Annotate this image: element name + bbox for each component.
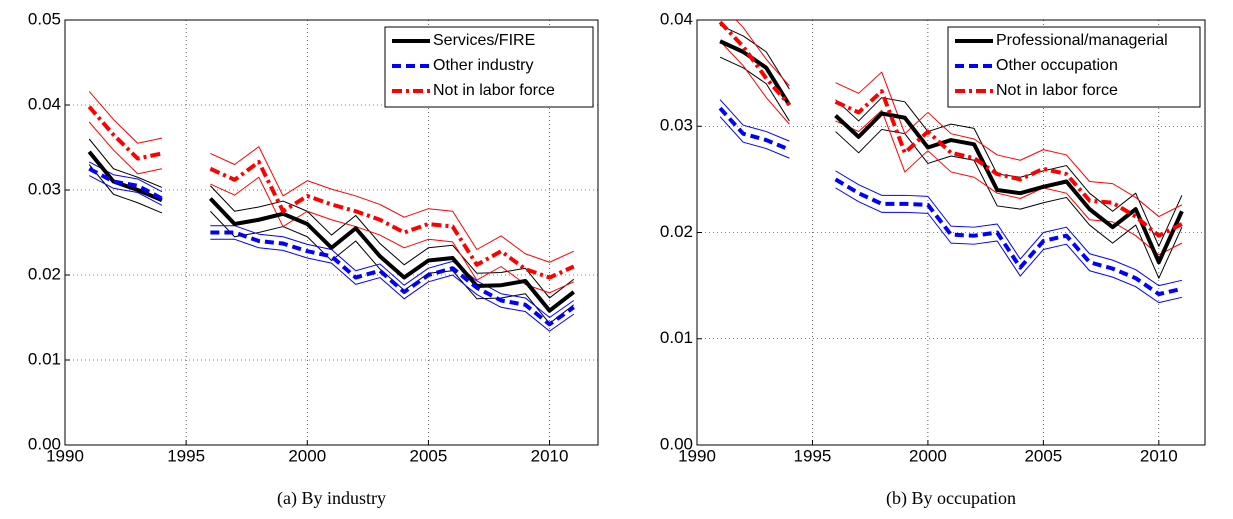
band-lower — [719, 40, 1183, 256]
band-upper — [735, 20, 1183, 218]
legend-label: Professional/managerial — [996, 32, 1168, 49]
series-line — [718, 20, 1183, 238]
series-line — [87, 105, 575, 280]
band-upper — [88, 138, 575, 299]
x-tick-label: 1995 — [167, 446, 205, 465]
plot-area — [718, 20, 1184, 304]
legend-label: Services/FIRE — [433, 32, 535, 49]
y-tick-label: 0.01 — [28, 349, 61, 368]
x-tick-label: 2000 — [288, 446, 326, 465]
y-tick-label: 0.02 — [28, 264, 61, 283]
plot-area — [87, 91, 575, 332]
chart-panel: 0.00 0.01 0.02 0.03 0.04 1990 1995 2000 2005 2010… — [660, 9, 1206, 509]
x-tick-label: 2010 — [531, 446, 569, 465]
y-tick-label: 0.05 — [28, 9, 61, 28]
y-tick-label: 0.00 — [660, 434, 693, 453]
band-lower — [719, 116, 1183, 304]
y-tick-label: 0.03 — [28, 179, 61, 198]
x-tick-label: 1995 — [794, 446, 832, 465]
y-tick-label: 0.04 — [28, 94, 61, 113]
y-tick-label: 0.00 — [28, 434, 61, 453]
legend-label: Other industry — [433, 57, 533, 74]
legend-label: Not in labor force — [996, 82, 1118, 99]
y-tick-label: 0.04 — [660, 9, 693, 28]
legend: Services/FIRE Other industry Not in labor … — [384, 26, 594, 108]
y-tick-label: 0.03 — [660, 116, 693, 135]
x-tick-label: 2000 — [909, 446, 947, 465]
legend-label: Not in labor force — [433, 82, 555, 99]
y-tick-label: 0.01 — [660, 328, 693, 347]
legend: Professional/managerial Other occupation N… — [947, 26, 1201, 108]
band-upper — [88, 91, 574, 263]
band-lower — [719, 56, 1183, 279]
chart-panel: 0.00 0.01 0.02 0.03 0.04 0.05 1990 1995 2000 2005… — [28, 9, 599, 509]
plot-frame — [64, 19, 599, 446]
caption: (b) By occupation — [886, 488, 1016, 509]
band-upper — [88, 161, 575, 318]
plot-frame — [696, 19, 1206, 446]
x-tick-label: 2005 — [409, 446, 447, 465]
x-tick-label: 2010 — [1140, 446, 1178, 465]
x-tick-label: 1990 — [46, 446, 84, 465]
x-tick-label: 1990 — [678, 446, 716, 465]
y-tick-label: 0.02 — [660, 222, 693, 241]
legend-label: Other occupation — [996, 57, 1118, 74]
band-lower — [88, 175, 575, 332]
series-line — [88, 166, 575, 327]
band-upper — [719, 99, 1183, 287]
caption: (a) By industry — [277, 488, 386, 509]
series-line — [718, 106, 1183, 297]
series-line — [87, 150, 575, 313]
x-tick-label: 2005 — [1024, 446, 1062, 465]
band-lower — [88, 121, 574, 294]
